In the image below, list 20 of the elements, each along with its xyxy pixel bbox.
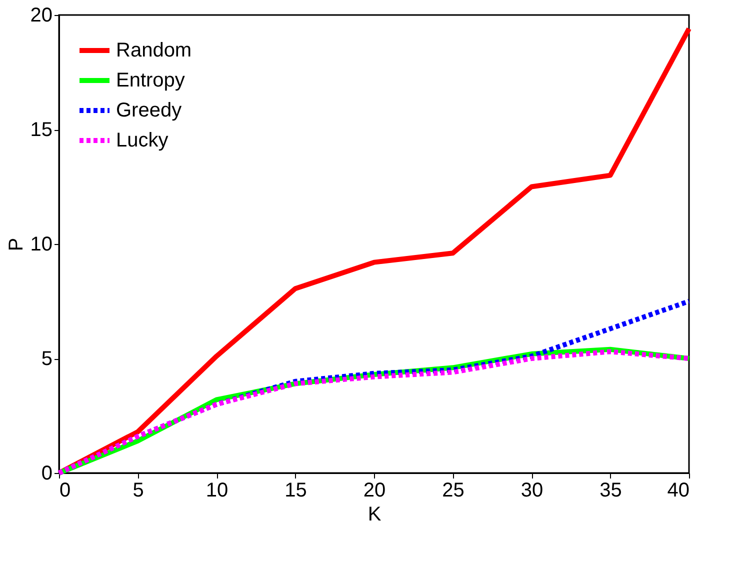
x-tick-label: 5 <box>132 480 144 502</box>
x-tick-label: 40 <box>667 480 690 502</box>
legend-label: Entropy <box>116 70 185 92</box>
x-tick-label: 30 <box>520 480 544 502</box>
legend-label: Greedy <box>116 100 182 122</box>
y-tick-label: 5 <box>41 348 52 370</box>
x-tick-label: 15 <box>284 480 307 502</box>
x-axis-title: K <box>368 504 382 526</box>
y-tick-label: 20 <box>30 4 52 26</box>
y-tick-label: 10 <box>30 234 52 256</box>
x-tick-label: 25 <box>442 480 464 502</box>
y-tick-label: 15 <box>30 119 52 141</box>
x-tick-label: 0 <box>60 480 71 502</box>
x-tick-label: 10 <box>206 480 228 502</box>
legend-label: Lucky <box>116 130 168 152</box>
y-tick-label: 0 <box>41 462 52 484</box>
y-axis-title: P <box>5 238 28 252</box>
x-tick-label: 35 <box>600 480 622 502</box>
legend-label: Random <box>116 40 192 62</box>
x-tick-label: 20 <box>363 480 386 502</box>
